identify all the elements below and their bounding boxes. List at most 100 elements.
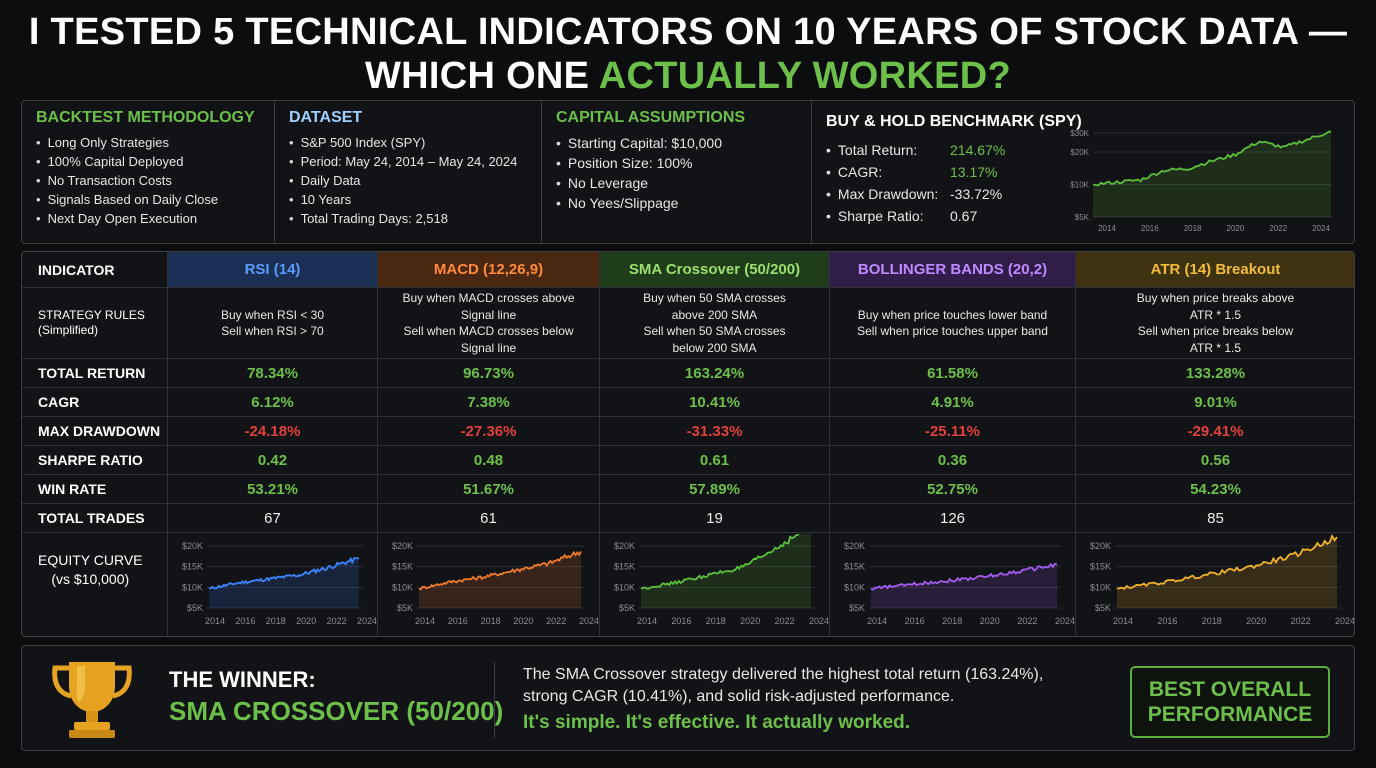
benchmark-label: Sharpe Ratio: [826,205,950,227]
y-tick-label: $10K [843,582,864,592]
x-tick-label: 2024 [1334,616,1354,626]
metric-value: 9.01% [1076,388,1354,417]
y-tick-label: $10K [1089,582,1110,592]
metric-text: 57.89% [689,480,740,498]
methodology-heading: BACKTEST METHODOLOGY [36,109,255,126]
metric-value: -24.18% [168,417,378,446]
metric-text: 61 [480,509,497,527]
y-tick-label: $5K [848,603,864,613]
metric-value: -25.11% [830,417,1076,446]
row-label-text: SHARPE RATIO [38,452,143,468]
winner-label: THE WINNER: [169,667,316,692]
metric-text: 0.56 [1200,451,1231,469]
methodology-box: BACKTEST METHODOLOGY Long Only Strategie… [22,101,275,243]
metric-value: 78.34% [168,359,378,388]
title-line-2-prefix: WHICH ONE [364,55,599,97]
badge-line-1: BEST OVERALL [1148,678,1312,701]
metric-value: 0.56 [1076,446,1354,475]
methodology-list: Long Only Strategies100% Capital Deploye… [36,133,260,228]
metric-value: 19 [600,504,830,533]
indicator-column-header: BOLLINGER BANDS (20,2) [830,252,1076,288]
title-highlight: ACTUALLY WORKED? [598,55,1012,97]
y-tick-label: $15K [1089,561,1110,571]
equity-curve-line [418,550,582,590]
page-title: I TESTED 5 TECHNICAL INDICATORS ON 10 YE… [0,10,1376,98]
dataset-list: S&P 500 Index (SPY)Period: May 24, 2014 … [289,133,527,228]
header-indicator-text: INDICATOR [38,261,115,278]
x-tick-label: 2018 [705,616,725,626]
list-item: Position Size: 100% [556,153,797,173]
equity-curve-cell: $20K $15K $10K $5K 2014 2016 2018 2020 2022 2024 [1076,533,1354,636]
list-item: Next Day Open Execution [36,209,260,228]
y-tick-label: $20K [613,541,634,551]
rule-line: Buy when price breaks above [1136,291,1295,305]
y-tick-label: $5K [1094,603,1110,613]
winner-text-line-1: The SMA Crossover strategy delivered the… [523,666,1044,683]
rule-line: above 200 SMA [671,307,758,322]
list-item: Period: May 24, 2014 – May 24, 2024 [289,152,527,171]
indicator-column-header: SMA Crossover (50/200) [600,252,830,288]
benchmark-chart: $5K $10K $20K $30K 2014 2016 2018 2020 2022 2024 [1070,129,1332,233]
benchmark-label: Total Return: [826,139,950,161]
x-tick-label: 2014 [204,616,224,626]
y-tick-label: $5K [1075,213,1090,222]
equity-curve-cell: $20K $15K $10K $5K 2014 2016 2018 2020 2022 2024 [168,533,378,636]
x-tick-label: 2024 [1312,224,1330,233]
metric-value: 67 [168,504,378,533]
best-overall-badge: BEST OVERALL PERFORMANCE [1130,666,1330,738]
strategy-rules-cell: Buy when MACD crosses above Signal line Se… [378,288,600,359]
winner-description: The SMA Crossover strategy delivered the… [523,664,1123,734]
x-tick-label: 2024 [356,616,376,626]
metric-text: 54.23% [1190,480,1241,498]
indicator-name: MACD (12,26,9) [433,261,544,278]
metric-text: 19 [706,509,723,527]
rule-line: Sell when price breaks below [1137,324,1294,338]
y-tick-label: $10K [181,582,202,592]
y-tick-label: $15K [181,561,202,571]
equity-curve-area [870,563,1057,608]
benchmark-label: Max Drawdown: [826,183,950,205]
list-item: 100% Capital Deployed [36,152,260,171]
metric-text: 53.21% [247,480,298,498]
x-tick-label: 2018 [1201,616,1221,626]
indicator-column-header: MACD (12,26,9) [378,252,600,288]
list-item: No Transaction Costs [36,171,260,190]
x-tick-label: 2018 [1184,224,1202,233]
y-tick-label: $10K [613,582,634,592]
metric-text: 52.75% [927,480,978,498]
benchmark-box: BUY & HOLD BENCHMARK (SPY) Total Return:… [812,101,1354,243]
top-info-panel: BACKTEST METHODOLOGY Long Only Strategie… [21,100,1355,244]
metric-text: 6.12% [251,393,294,411]
list-item: Daily Data [289,171,527,190]
capital-list: Starting Capital: $10,000Position Size: … [556,133,797,213]
equity-curve-cell: $20K $15K $10K $5K 2014 2016 2018 2020 2022 2024 [600,533,830,636]
metric-value: 0.42 [168,446,378,475]
indicator-name: ATR (14) Breakout [1150,261,1281,278]
y-tick-label: $5K [186,603,202,613]
title-line-1: I TESTED 5 TECHNICAL INDICATORS ON 10 YE… [28,11,1348,53]
metric-text: 4.91% [931,393,974,411]
benchmark-row: Max Drawdown:-33.72% [826,183,1340,205]
x-tick-label: 2016 [1157,616,1177,626]
rule-line: Signal line [460,307,517,322]
equity-curve-line [1116,533,1338,590]
x-tick-label: 2024 [1054,616,1074,626]
list-item: Total Trading Days: 2,518 [289,209,527,228]
metric-value: 0.48 [378,446,600,475]
row-label-win-rate: WIN RATE [22,475,168,504]
indicator-name: SMA Crossover (50/200) [628,261,801,278]
rule-line: below 200 SMA [672,340,757,355]
x-tick-label: 2014 [1098,224,1116,233]
metric-value: 133.28% [1076,359,1354,388]
row-label-text: TOTAL TRADES [38,510,145,526]
equity-curve-area [1116,535,1337,608]
row-label-total-return: TOTAL RETURN [22,359,168,388]
metric-value: 6.12% [168,388,378,417]
metric-value: 0.36 [830,446,1076,475]
benchmark-value: 0.67 [950,208,978,224]
list-item: S&P 500 Index (SPY) [289,133,527,152]
x-tick-label: 2022 [774,616,794,626]
x-tick-label: 2016 [447,616,467,626]
